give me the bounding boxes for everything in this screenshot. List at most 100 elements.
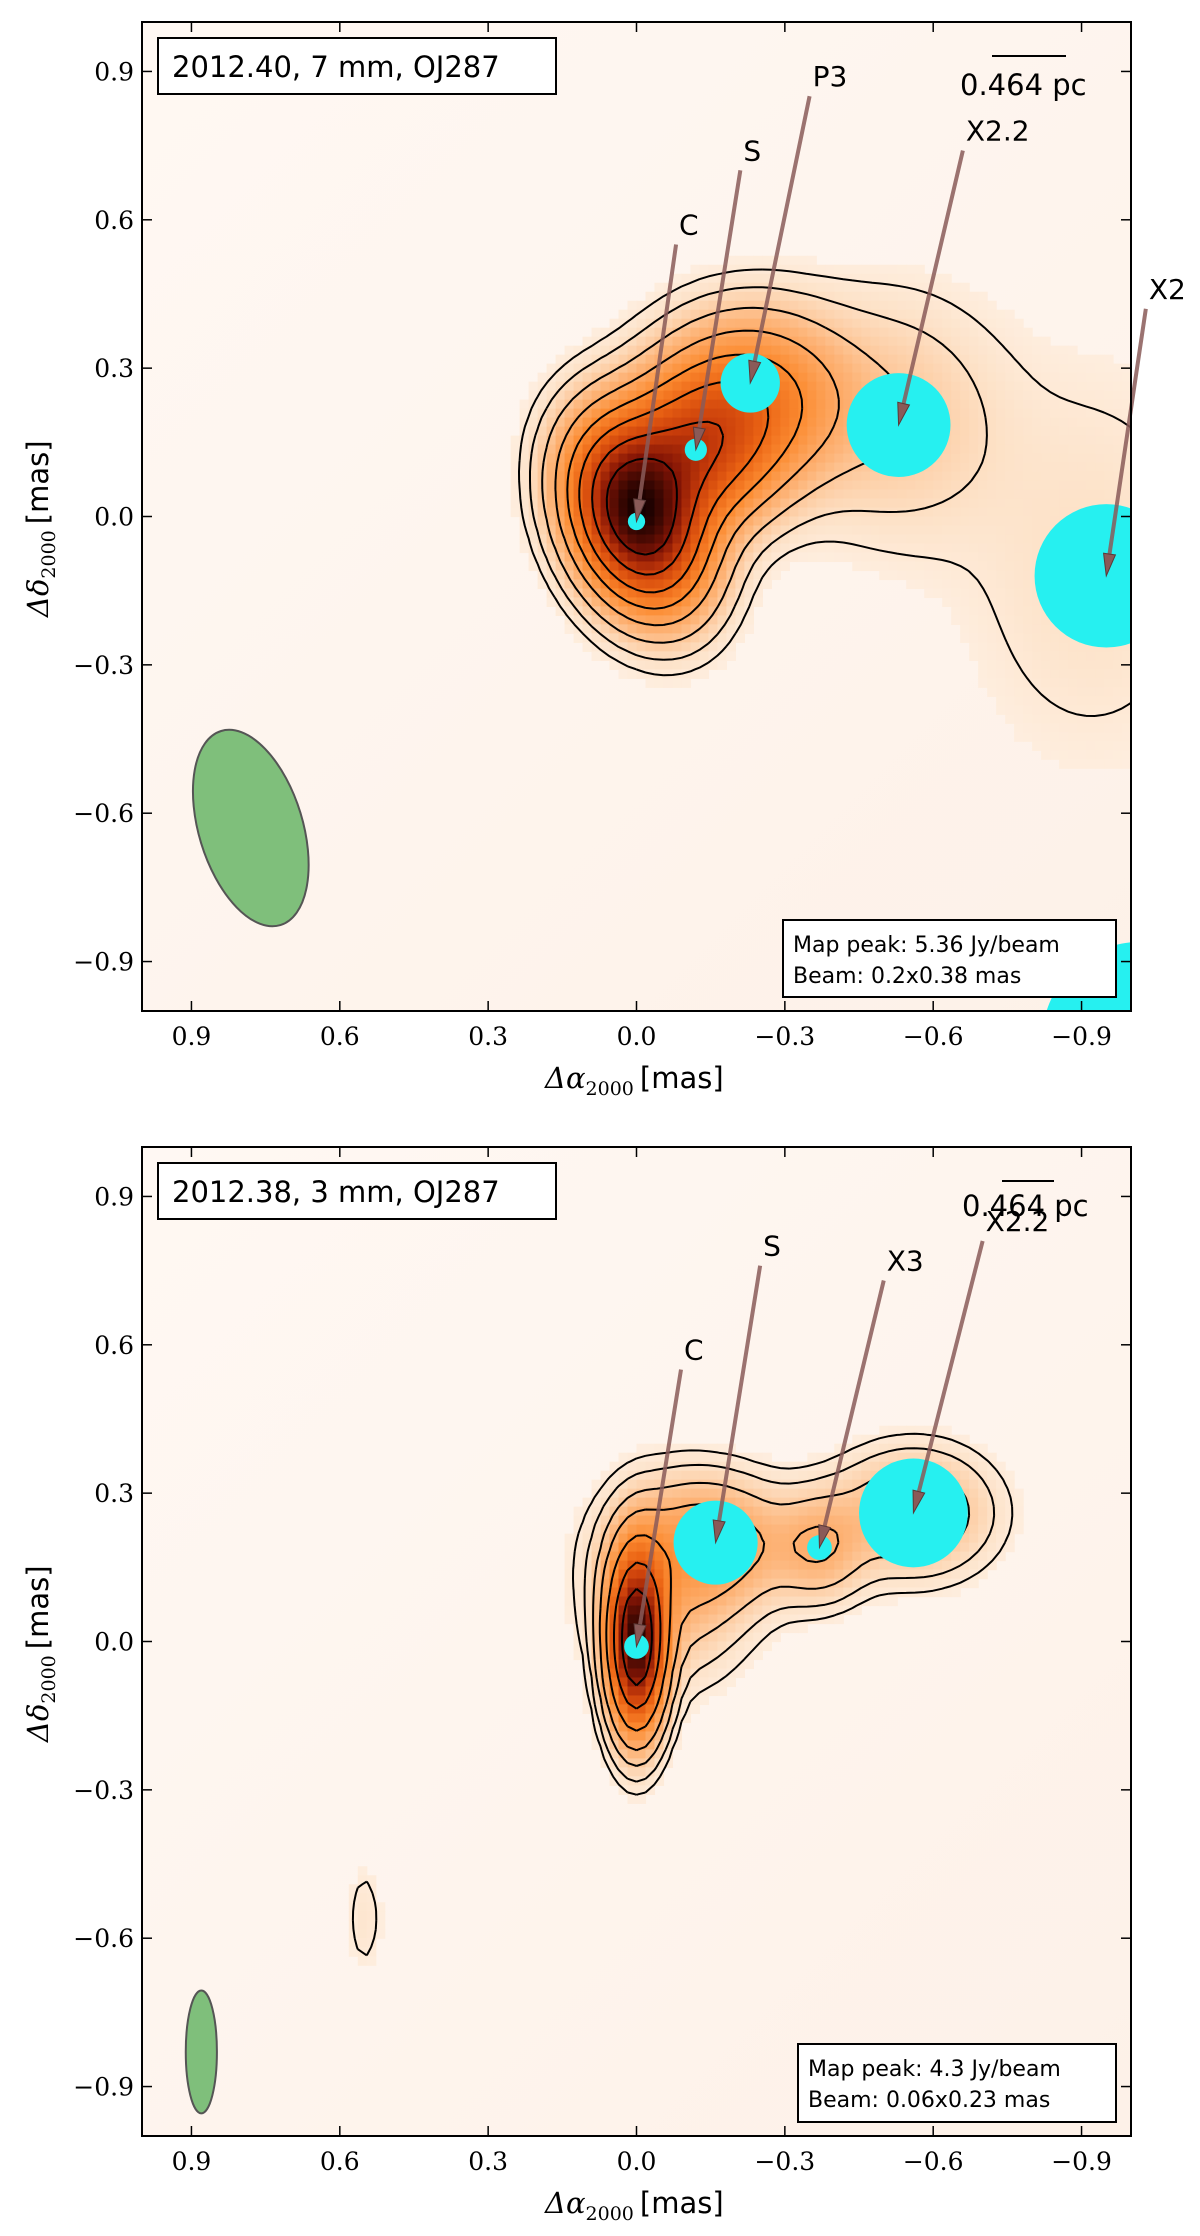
- intensity-cell: [708, 516, 719, 527]
- intensity-cell: [645, 1731, 656, 1741]
- intensity-cell: [690, 354, 701, 365]
- intensity-cell: [843, 1479, 853, 1490]
- intensity-cell: [969, 399, 979, 410]
- intensity-cell: [834, 1551, 844, 1562]
- intensity-cell: [600, 444, 611, 455]
- intensity-cell: [1086, 732, 1096, 742]
- intensity-cell: [627, 1596, 638, 1607]
- intensity-cell: [663, 1488, 674, 1499]
- intensity-cell: [600, 489, 611, 500]
- intensity-cell: [762, 1560, 772, 1571]
- intensity-cell: [717, 318, 728, 329]
- intensity-cell: [690, 1659, 701, 1670]
- intensity-cell: [573, 1569, 584, 1580]
- intensity-cell: [726, 264, 736, 275]
- intensity-cell: [861, 1560, 871, 1571]
- intensity-cell: [762, 309, 772, 320]
- intensity-cell: [1014, 642, 1024, 652]
- intensity-cell: [951, 417, 961, 428]
- intensity-cell: [915, 471, 925, 482]
- intensity-cell: [753, 1452, 763, 1463]
- intensity-cell: [852, 1488, 862, 1499]
- intensity-cell: [870, 1443, 880, 1454]
- intensity-cell: [1104, 390, 1114, 401]
- intensity-cell: [798, 1560, 808, 1571]
- contour-level: [541, 306, 911, 644]
- intensity-cell: [1050, 399, 1060, 410]
- intensity-cell: [744, 543, 754, 554]
- intensity-cell: [969, 327, 979, 338]
- intensity-cell: [1068, 462, 1078, 473]
- intensity-cell: [735, 255, 745, 266]
- intensity-cell: [816, 1596, 826, 1607]
- intensity-cell: [753, 273, 763, 284]
- intensity-cell: [627, 1542, 638, 1553]
- intensity-cell: [600, 642, 611, 652]
- intensity-cell: [708, 615, 719, 625]
- intensity-cell: [564, 552, 575, 563]
- y-tick-label: −0.3: [73, 1776, 134, 1805]
- intensity-cell: [879, 570, 889, 581]
- intensity-cell: [573, 498, 584, 509]
- intensity-cell: [1113, 660, 1123, 670]
- intensity-cell: [924, 462, 934, 473]
- intensity-cell: [555, 372, 566, 383]
- intensity-cell: [942, 381, 952, 392]
- intensity-cell: [591, 345, 602, 356]
- intensity-cell: [735, 318, 745, 329]
- intensity-cell: [663, 372, 674, 383]
- intensity-cell: [924, 1425, 934, 1436]
- intensity-cell: [825, 1587, 835, 1598]
- intensity-cell: [618, 354, 629, 365]
- intensity-cell: [870, 1452, 880, 1463]
- intensity-cell: [609, 660, 620, 670]
- intensity-cell: [798, 1605, 808, 1616]
- intensity-cell: [1086, 687, 1096, 697]
- intensity-cell: [960, 381, 970, 392]
- intensity-cell: [1005, 435, 1015, 446]
- intensity-cell: [951, 390, 961, 401]
- intensity-cell: [780, 1551, 790, 1562]
- intensity-cell: [825, 507, 835, 518]
- intensity-cell: [996, 705, 1006, 715]
- intensity-cell: [879, 1596, 889, 1607]
- intensity-cell: [807, 282, 817, 293]
- intensity-cell: [600, 1731, 611, 1741]
- intensity-cell: [942, 1578, 952, 1589]
- intensity-cell: [1023, 651, 1033, 661]
- intensity-cell: [699, 1695, 710, 1706]
- intensity-cell: [1014, 417, 1024, 428]
- intensity-cell: [618, 1569, 629, 1580]
- intensity-cell: [780, 354, 790, 365]
- intensity-cell: [645, 1722, 656, 1733]
- intensity-cell: [834, 1479, 844, 1490]
- intensity-cell: [969, 390, 979, 401]
- intensity-cell: [609, 399, 620, 410]
- intensity-cell: [564, 1587, 575, 1598]
- intensity-cell: [960, 408, 970, 419]
- intensity-cell: [654, 1578, 665, 1589]
- intensity-cell: [672, 291, 683, 302]
- intensity-cell: [924, 273, 934, 284]
- intensity-cell: [627, 1785, 638, 1795]
- intensity-cell: [1023, 660, 1033, 670]
- intensity-cell: [897, 570, 907, 581]
- intensity-cell: [672, 381, 683, 392]
- intensity-cell: [879, 1560, 889, 1571]
- arrow-shaft: [638, 1369, 683, 1626]
- intensity-cell: [888, 336, 898, 347]
- intensity-cell: [690, 291, 701, 302]
- intensity-cell: [654, 435, 665, 446]
- intensity-cell: [1005, 705, 1015, 715]
- intensity-cell: [582, 1677, 593, 1688]
- intensity-cell: [870, 264, 880, 275]
- intensity-cell: [564, 597, 575, 608]
- intensity-cell: [546, 363, 557, 374]
- intensity-cell: [663, 426, 674, 437]
- intensity-cell: [852, 345, 862, 356]
- intensity-cell: [753, 417, 763, 428]
- intensity-cell: [591, 1695, 602, 1706]
- intensity-cell: [987, 489, 997, 500]
- intensity-cell: [654, 1668, 665, 1679]
- intensity-cell: [1005, 552, 1015, 563]
